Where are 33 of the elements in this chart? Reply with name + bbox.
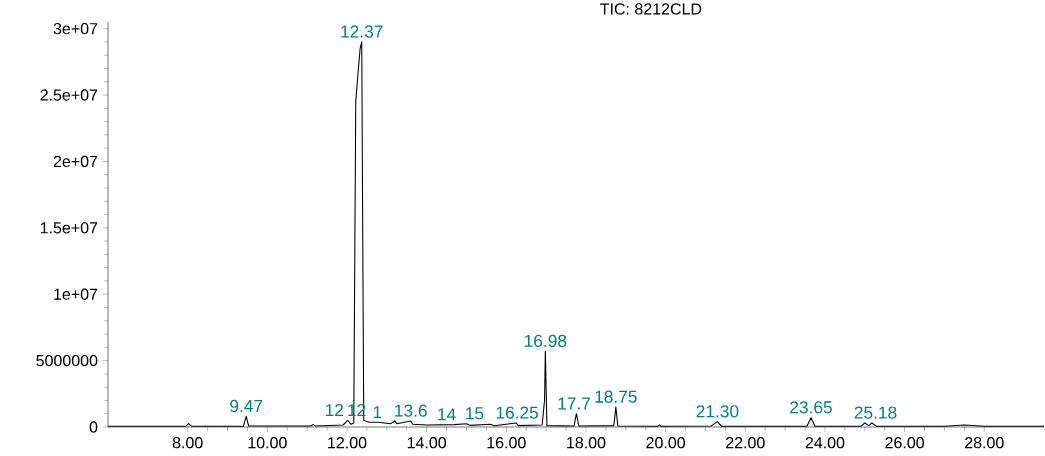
x-tick-label: 26.00 [885,437,924,449]
annotation: 25.18 [854,406,897,419]
x-tick-label: 8.00 [172,437,203,449]
y-tick-label: 0 [89,421,98,433]
annotation: 16.25 [496,406,539,419]
x-tick-label: 16.00 [487,437,526,449]
x-tick-label: 12.00 [328,437,367,449]
x-tick-label: 18.00 [567,437,606,449]
x-tick-label: 24.00 [805,437,845,449]
y-tick-label: 2.5e+07 [40,89,98,101]
x-tick-label: 22.00 [726,437,765,449]
x-tick-label: 20.00 [646,437,686,449]
annotation: 17.7 [558,397,590,410]
annotation: 12 [325,403,343,417]
annotation: 14 [438,408,456,421]
annotation: 13.6 [395,404,427,417]
x-tick-label: 14.00 [407,437,447,449]
y-tick-label: 5000000 [36,354,98,367]
chart-title: TIC: 8212CLD [600,3,702,15]
annotation: 9.47 [230,399,263,413]
annotation: 12.37 [341,25,383,38]
x-tick-label: 10.00 [248,437,287,449]
annotation: 16.98 [524,334,567,348]
x-tick-label: 28.00 [965,437,1004,449]
annotation: 23.65 [790,401,832,414]
annotation: 18.75 [595,390,637,403]
annotation: 21.30 [696,405,739,418]
y-tick-label: 1.5e+07 [40,222,98,234]
annotation: 1 [373,406,382,419]
y-tick-label: 1e+07 [54,288,98,300]
annotation: 15 [466,407,484,420]
y-tick-label: 2e+07 [53,155,98,168]
y-tick-label: 3e+07 [53,22,98,35]
